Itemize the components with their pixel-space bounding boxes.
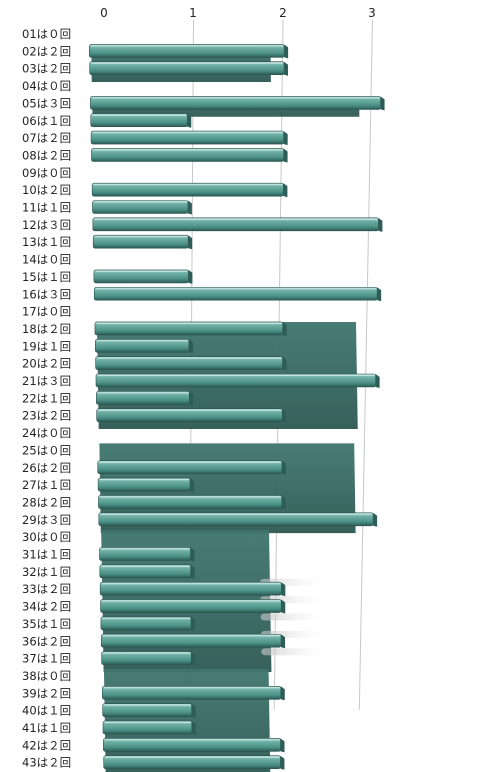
bar-end-cap [191,651,196,666]
category-label: 19は１回 [22,339,71,353]
bar-end-cap [373,512,378,527]
x-axis-ticks: 0 1 2 3 [100,6,376,20]
category-label: 18は２回 [22,322,71,336]
category-label: 09は０回 [22,166,71,180]
category-label: 06は１回 [22,114,71,128]
category-label: 12は３回 [22,218,71,232]
category-label: 20は２回 [22,357,71,371]
category-label: 36は２回 [22,634,71,648]
category-label: 24は０回 [22,426,71,440]
category-label: 39は２回 [22,686,71,700]
category-label: 38は０回 [22,669,71,683]
bar-end-cap [378,217,383,232]
category-label: 41は１回 [22,721,71,735]
category-label: 28は２回 [22,495,71,509]
bar-end-cap [281,582,286,597]
x-tick-label: 2 [279,6,287,20]
grid-line-3 [358,19,373,711]
bar-floor-shadow [260,613,331,621]
category-label: 37は１回 [22,652,71,666]
category-label: 13は１回 [22,235,71,249]
bar-end-cap [377,287,382,302]
bar-end-cap [190,564,195,579]
bar-end-cap [281,460,286,475]
bar-end-cap [280,686,285,701]
bar-end-cap [188,235,193,250]
bar [103,755,281,770]
category-label: 16は３回 [22,287,71,301]
bar-end-cap [187,200,192,215]
category-label: 01は０回 [22,27,71,41]
x-tick-label: 0 [100,6,108,20]
category-label: 26は２回 [22,461,71,475]
category-label: 15は１回 [22,270,71,284]
bar-end-cap [280,755,285,770]
category-label: 10は２回 [22,183,71,197]
category-label: 29は３回 [22,513,71,527]
category-label: 08は２回 [22,148,71,162]
category-label: 04は０回 [22,79,71,93]
bar-end-cap [189,478,194,493]
category-labels: 01は０回 02は２回 03は２回 04は０回 05は３回 06は１回 07は２回 08は２回… [22,27,71,770]
bar-end-cap [191,703,196,718]
category-label: 22は１回 [22,391,71,405]
bar-end-cap [281,495,286,510]
bar-end-cap [282,408,287,423]
bar-floor-shadow [261,648,332,656]
bar-end-cap [283,148,288,163]
bar-end-cap [191,721,196,735]
category-label: 43は２回 [22,756,71,770]
bar-end-cap [188,339,193,354]
bar-end-cap [380,96,385,111]
category-label: 21は３回 [22,374,71,388]
bar-end-cap [188,269,193,284]
category-label: 03は２回 [22,62,71,76]
category-label: 07は２回 [22,131,71,145]
bar-end-cap [280,738,285,753]
category-label: 42は２回 [22,738,71,752]
category-label: 30は０回 [22,530,71,544]
bar-end-cap [375,374,380,388]
bar [94,321,283,336]
category-label: 14は０回 [22,253,71,267]
category-label: 35は１回 [22,617,71,631]
category-label: 11は１回 [22,201,71,215]
bars [89,44,385,770]
category-label: 40は１回 [22,704,71,718]
bar-end-cap [283,183,288,198]
bar-end-cap [282,321,287,336]
bar-end-cap [191,616,196,631]
bar-end-cap [189,391,194,406]
category-label: 05は３回 [22,96,71,110]
category-label: 34は２回 [22,600,71,614]
category-label: 33は２回 [22,582,71,596]
category-label: 31は１回 [22,548,71,562]
bar-end-cap [282,356,287,371]
category-label: 02は２回 [22,44,71,58]
bar-end-cap [281,634,286,649]
x-tick-label: 3 [368,6,376,20]
bar [100,599,282,613]
bar-end-cap [283,131,288,146]
category-label: 17は０回 [22,305,71,319]
bar-end-cap [187,113,192,128]
category-label: 27は１回 [22,478,71,492]
category-label: 25は０回 [22,443,71,457]
category-label: 23は２回 [22,409,71,423]
bar-end-cap [281,599,286,614]
bar-end-cap [190,547,195,562]
x-tick-label: 1 [189,6,197,20]
bar-end-cap [284,61,289,76]
bar-end-cap [284,44,289,59]
category-label: 32は１回 [22,565,71,579]
